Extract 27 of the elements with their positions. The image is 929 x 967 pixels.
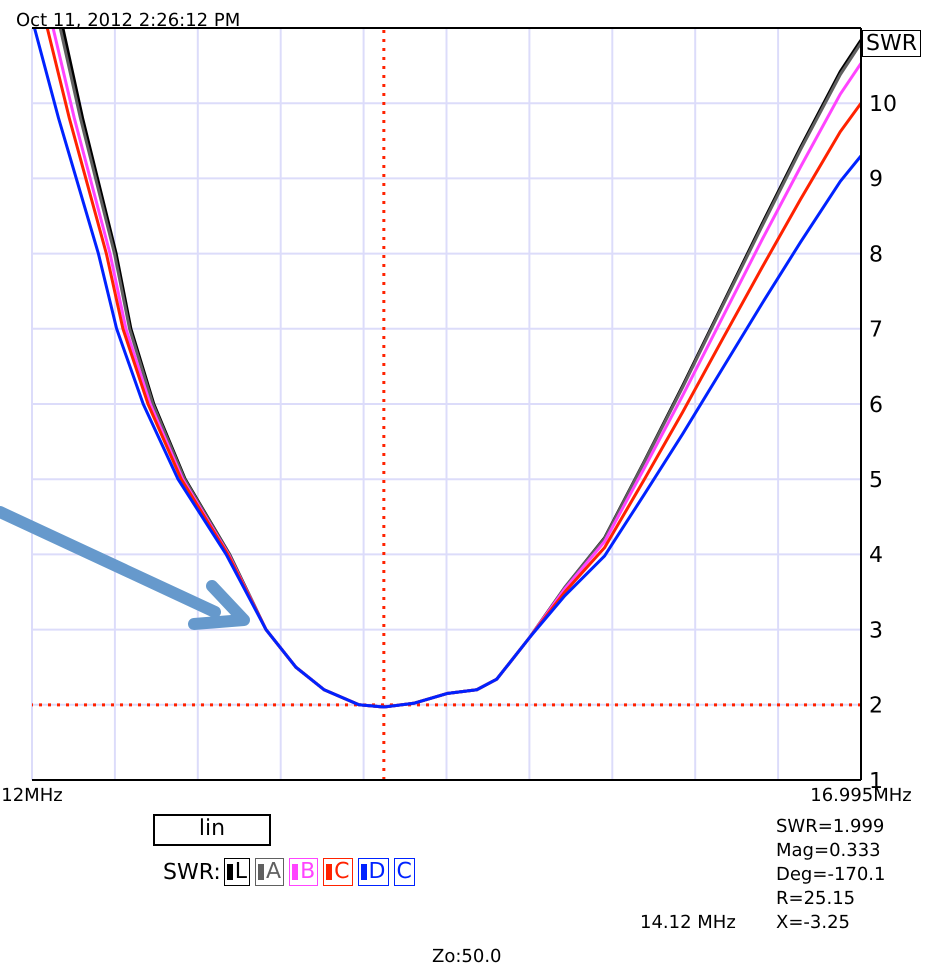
text: R=25.15 xyxy=(776,888,856,909)
text: lin xyxy=(153,814,271,846)
text: SWR=1.999 xyxy=(776,816,884,837)
y-tick-label: 6 xyxy=(869,392,883,418)
text: C xyxy=(394,858,415,886)
text: Zo:50.0 xyxy=(432,946,502,967)
legend-label: A xyxy=(266,859,282,885)
y-tick-label: 7 xyxy=(869,318,883,343)
text: X=-3.25 xyxy=(776,912,850,933)
x-tick-label: 12MHz xyxy=(1,784,63,806)
legend-label: B xyxy=(300,859,316,885)
y-tick-label: 5 xyxy=(869,468,883,494)
y-tick-label: 3 xyxy=(869,618,883,644)
legend-label: D xyxy=(368,859,386,885)
y-tick-label: 2 xyxy=(869,694,883,719)
text: Mag=0.333 xyxy=(776,840,881,861)
legend-title: SWR: xyxy=(163,860,221,884)
annotation: Oct 11, 2012 2:26:12 PM xyxy=(16,10,240,31)
legend-label: C xyxy=(334,859,350,885)
y-tick-label: 4 xyxy=(869,543,883,568)
legend-label: L xyxy=(234,859,248,885)
y-tick-label: 8 xyxy=(869,242,883,268)
text: 14.12 MHz xyxy=(640,912,736,933)
y-tick-label: 10 xyxy=(869,92,897,118)
text: Deg=-170.1 xyxy=(776,864,886,885)
y-tick-label: 9 xyxy=(869,167,883,192)
y-axis-title: SWR xyxy=(862,30,922,57)
